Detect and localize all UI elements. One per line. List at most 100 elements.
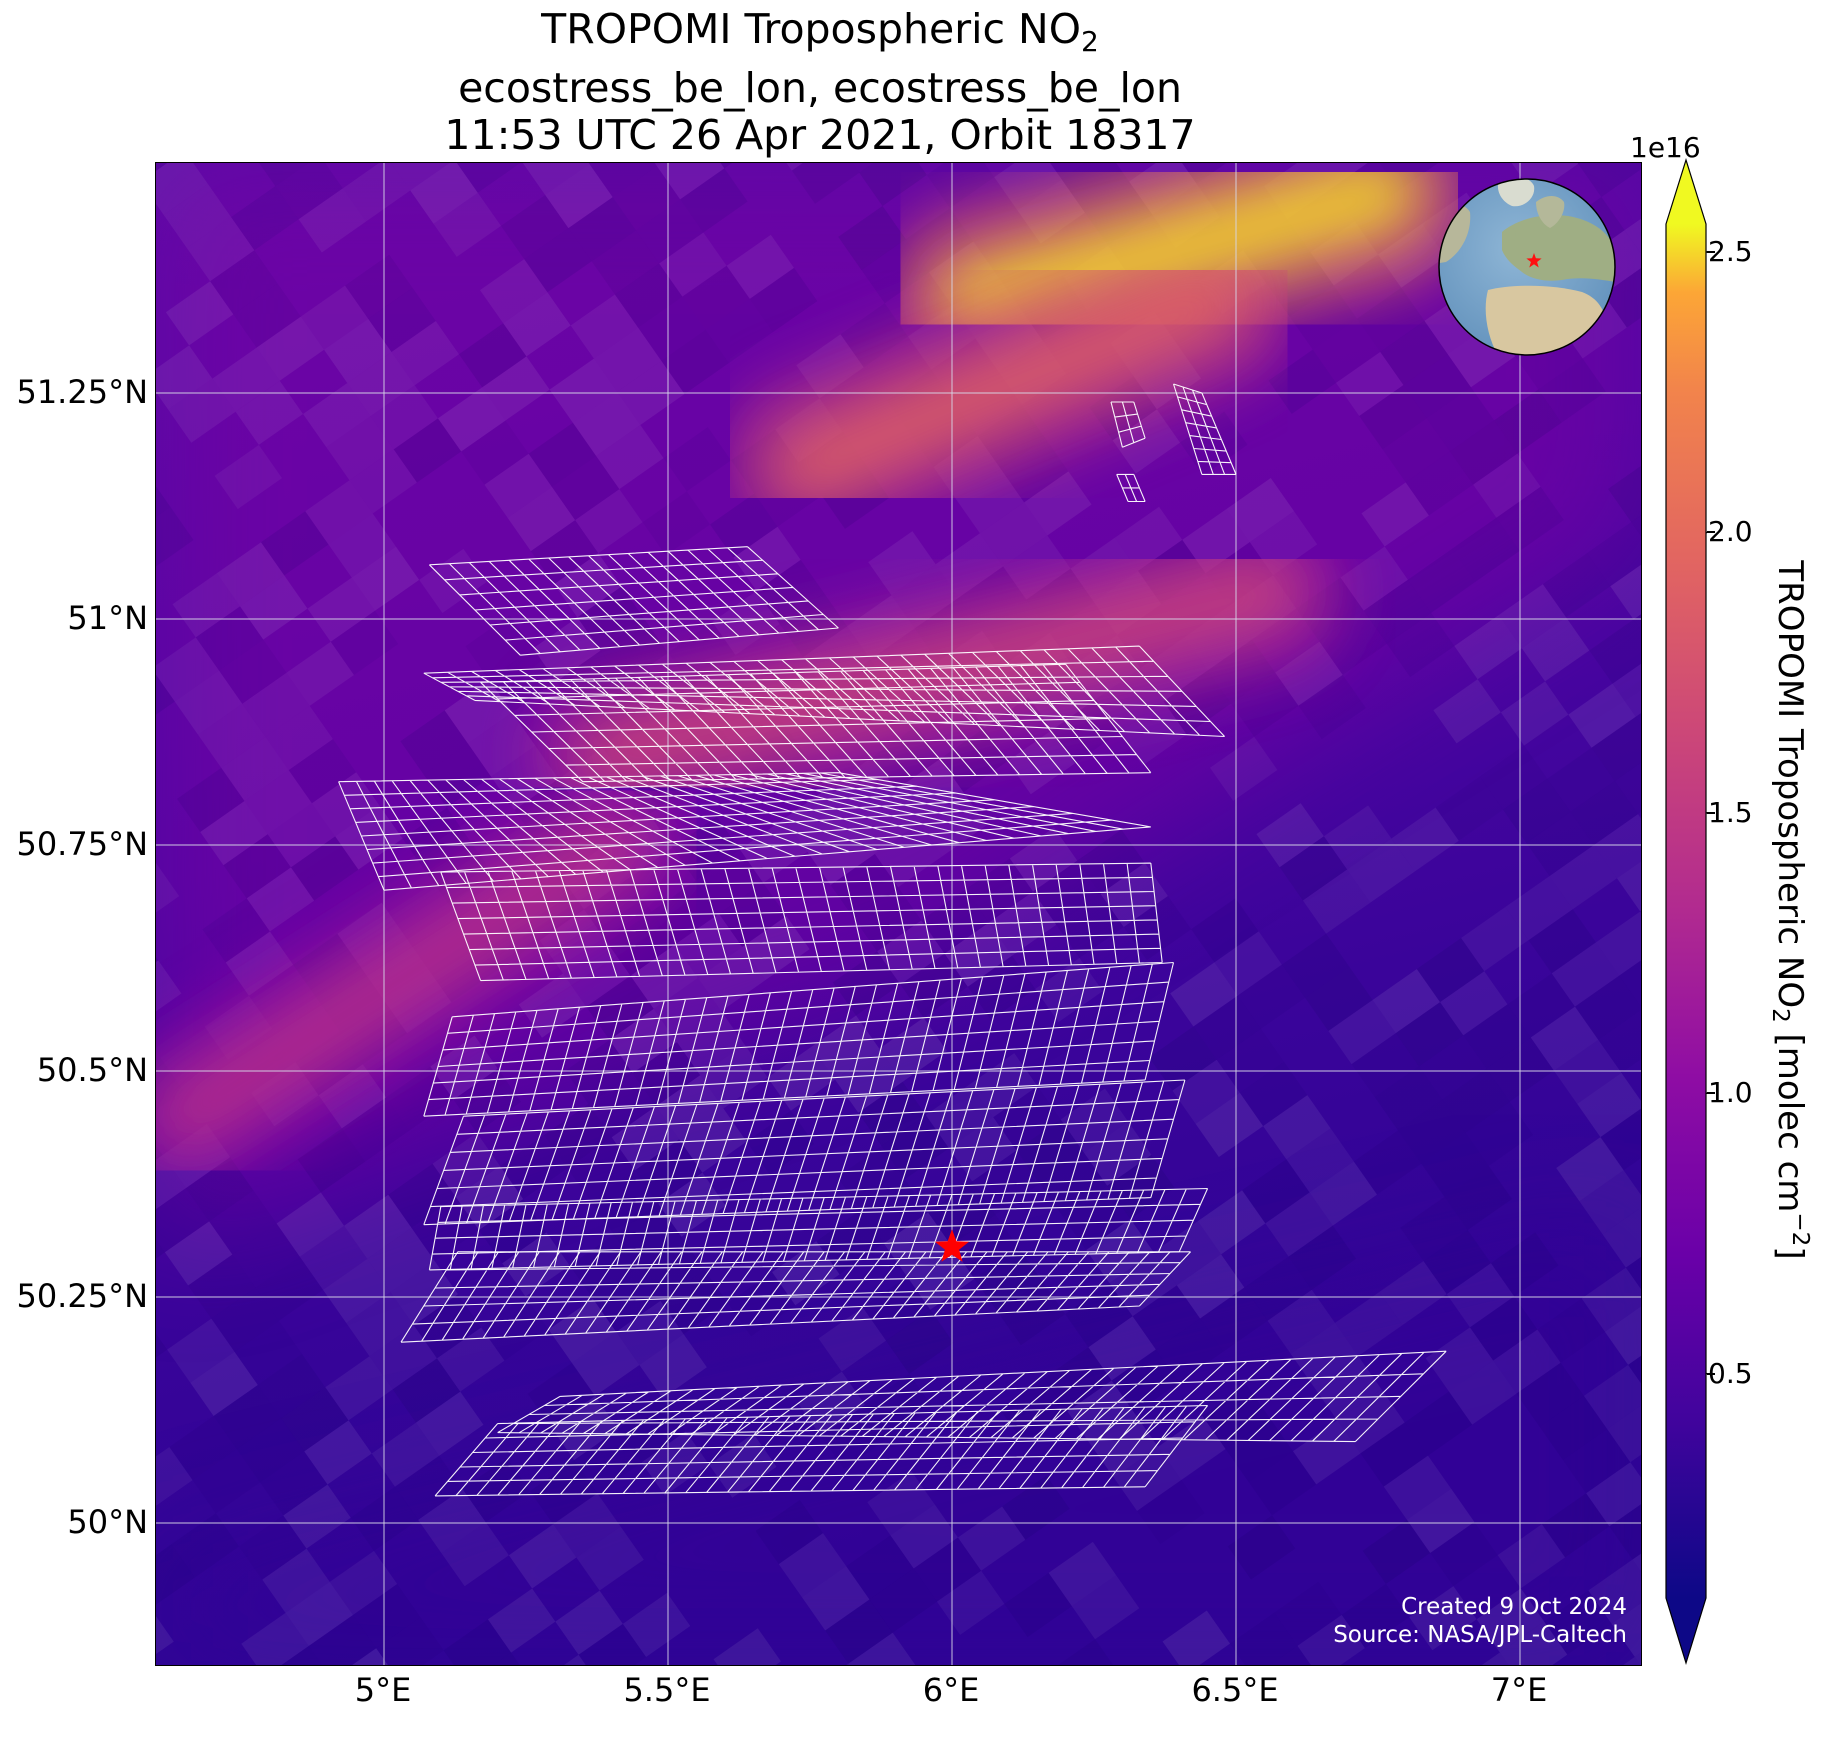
no2-pixel bbox=[211, 1287, 279, 1352]
no2-pixel bbox=[371, 1422, 440, 1487]
no2-pixel bbox=[156, 1188, 210, 1253]
y-tick-label: 50.25°N bbox=[16, 1277, 148, 1315]
no2-pixel bbox=[1009, 827, 1078, 892]
no2-pixel bbox=[188, 1254, 256, 1319]
no2-pixel bbox=[554, 553, 622, 618]
no2-pixel bbox=[167, 1318, 235, 1383]
no2-pixel bbox=[811, 1015, 880, 1080]
no2-pixel bbox=[639, 1334, 707, 1399]
no2-pixel bbox=[1007, 730, 1076, 795]
no2-pixel bbox=[1406, 1488, 1475, 1553]
y-tick-label: 51°N bbox=[67, 599, 148, 637]
footprint-grid bbox=[429, 546, 839, 656]
no2-pixel bbox=[949, 1117, 1017, 1182]
no2-pixel bbox=[1444, 1165, 1512, 1230]
no2-pixel bbox=[1237, 964, 1306, 1029]
no2-pixel bbox=[838, 205, 906, 271]
no2-pixel bbox=[858, 1081, 926, 1147]
no2-pixel bbox=[1461, 907, 1529, 972]
no2-pixel bbox=[275, 163, 343, 220]
africa-landmass bbox=[1485, 285, 1607, 355]
no2-pixel bbox=[695, 849, 764, 914]
map-plot-area[interactable]: Created 9 Oct 2024 Source: NASA/JPL-Calt… bbox=[155, 162, 1642, 1666]
no2-pixel bbox=[415, 1391, 484, 1456]
x-tick-label: 7°E bbox=[1490, 1671, 1548, 1709]
no2-pixel bbox=[1553, 1039, 1622, 1104]
no2-pixel bbox=[388, 1163, 456, 1228]
no2-pixel bbox=[1530, 1006, 1599, 1071]
no2-pixel bbox=[1614, 762, 1641, 815]
no2-pixel bbox=[1586, 1462, 1641, 1527]
credits: Created 9 Oct 2024 Source: NASA/JPL-Calt… bbox=[1333, 1593, 1627, 1649]
no2-pixel bbox=[256, 316, 325, 381]
no2-pixel bbox=[209, 1190, 277, 1255]
no2-pixel bbox=[1297, 1614, 1365, 1665]
no2-pixel bbox=[632, 1042, 701, 1107]
no2-pixel bbox=[436, 1327, 505, 1392]
no2-pixel bbox=[1391, 807, 1459, 872]
no2-pixel bbox=[392, 1358, 461, 1423]
no2-pixel bbox=[1551, 942, 1620, 1007]
x-tick-label: 5°E bbox=[354, 1671, 412, 1709]
no2-pixel bbox=[883, 1212, 952, 1277]
no2-pixel bbox=[1323, 805, 1392, 870]
ecostress-footprints bbox=[338, 383, 1447, 1497]
title-line-3: 11:53 UTC 26 Apr 2021, Orbit 18317 bbox=[444, 111, 1196, 159]
no2-pixel bbox=[659, 232, 727, 297]
no2-pixel bbox=[1631, 515, 1641, 537]
no2-pixel bbox=[1230, 672, 1299, 737]
scandinavia-landmass bbox=[1536, 196, 1565, 228]
no2-pixel bbox=[1060, 1088, 1129, 1153]
no2-pixel bbox=[341, 1097, 410, 1162]
title-line-1: TROPOMI Tropospheric NO2 bbox=[541, 5, 1099, 59]
no2-pixel bbox=[1608, 465, 1641, 523]
no2-pixel bbox=[1275, 641, 1343, 706]
no2-pixel bbox=[240, 575, 308, 640]
site-star[interactable] bbox=[934, 1229, 970, 1262]
no2-pixel bbox=[165, 281, 234, 346]
no2-pixel bbox=[755, 1499, 823, 1565]
no2-pixel bbox=[1229, 1612, 1298, 1665]
no2-pixel bbox=[1314, 1356, 1382, 1421]
no2-pixel bbox=[1465, 1101, 1533, 1166]
no2-pixel bbox=[156, 1333, 168, 1358]
no2-pixel bbox=[1516, 1362, 1584, 1427]
no2-pixel bbox=[308, 1615, 377, 1665]
no2-pixel bbox=[347, 352, 415, 417]
footprint-grid bbox=[1110, 401, 1146, 448]
site-marker-star[interactable] bbox=[934, 1229, 970, 1262]
footprint-2 bbox=[480, 663, 1152, 783]
no2-pixel bbox=[1107, 1154, 1175, 1219]
no2-pixel bbox=[1600, 1108, 1641, 1171]
no2-pixel bbox=[1542, 553, 1611, 618]
no2-pixel bbox=[869, 1568, 937, 1633]
no2-pixel bbox=[345, 254, 413, 319]
no2-pixel bbox=[298, 188, 367, 253]
britain-landmass bbox=[1506, 227, 1516, 244]
no2-pixel bbox=[1065, 1283, 1133, 1348]
no2-pixel bbox=[1570, 780, 1638, 846]
no2-pixel bbox=[1137, 1479, 1205, 1545]
no2-pixel bbox=[1493, 1329, 1561, 1394]
no2-pixel bbox=[1581, 1267, 1641, 1332]
no2-pixel bbox=[720, 163, 733, 169]
no2-pixel bbox=[1360, 1422, 1428, 1487]
no2-pixel bbox=[502, 1232, 570, 1297]
no2-pixel bbox=[846, 1535, 914, 1600]
no2-pixel bbox=[352, 1584, 421, 1649]
no2-pixel bbox=[879, 1017, 947, 1082]
no2-pixel bbox=[481, 1296, 549, 1361]
created-date: Created 9 Oct 2024 bbox=[1401, 1594, 1627, 1620]
no2-pixel bbox=[235, 380, 304, 445]
no2-pixel bbox=[972, 1150, 1040, 1215]
no2-pixel bbox=[307, 577, 375, 642]
no2-pixel bbox=[1623, 1656, 1641, 1665]
footprint-3 bbox=[338, 772, 1151, 891]
no2-pixel bbox=[1496, 486, 1564, 551]
no2-pixel bbox=[156, 486, 171, 517]
colorbar-tick-label: 0.5 bbox=[1708, 1356, 1753, 1390]
no2-pixel bbox=[437, 387, 506, 452]
no2-pixel bbox=[1544, 1590, 1612, 1655]
no2-pixel bbox=[507, 486, 576, 552]
no2-pixel bbox=[1176, 1254, 1245, 1319]
